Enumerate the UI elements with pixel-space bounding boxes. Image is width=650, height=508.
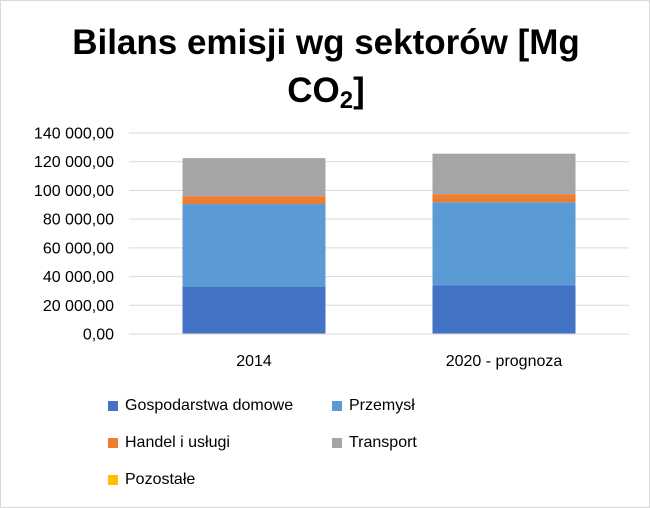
legend-swatch [332,438,342,448]
plot-area: 0,00 20 000,00 40 000,00 60 000,00 80 000,00… [34,126,629,370]
legend-item: Transport [332,432,417,454]
bar-segment [432,194,576,203]
chart-title-text: Bilans emisji wg sektorów [Mg CO [72,23,580,110]
legend-label: Pozostałe [125,471,196,488]
bar-segment [432,285,576,334]
legend-item: Gospodarstwa domowe [108,395,293,417]
y-tick-label: 0,00 [83,327,114,344]
legend-item: Przemysł [332,395,415,417]
legend-label: Przemysł [349,397,415,414]
bar-segment [432,202,576,286]
y-tick-label: 20 000,00 [43,298,114,315]
legend-swatch [108,401,118,411]
y-tick-label: 140 000,00 [34,126,114,143]
x-tick-label: 2014 [236,353,272,370]
bar-segment [182,286,326,334]
legend-swatch [108,475,118,485]
legend-swatch [332,401,342,411]
legend-item: Pozostałe [108,469,195,491]
y-tick-label: 120 000,00 [34,154,114,171]
bar-segment [182,204,326,287]
legend-swatch [108,438,118,448]
legend-label: Gospodarstwa domowe [125,397,294,414]
y-tick-label: 60 000,00 [43,240,114,257]
y-tick-label: 80 000,00 [43,212,114,229]
legend-label: Transport [349,434,417,451]
bar-segment [182,158,326,197]
chart-title-end: ] [353,71,365,110]
chart-title-subscript: 2 [339,87,354,114]
legend-label: Handel i usługi [125,434,230,451]
legend-item: Handel i usługi [108,432,230,454]
y-tick-label: 40 000,00 [43,269,114,286]
bar-segment [182,196,326,205]
chart-title: Bilans emisji wg sektorów [Mg CO2] [41,19,611,115]
x-tick-label: 2020 - prognoza [446,353,563,370]
y-tick-label: 100 000,00 [34,183,114,200]
bar-segment [432,153,576,195]
